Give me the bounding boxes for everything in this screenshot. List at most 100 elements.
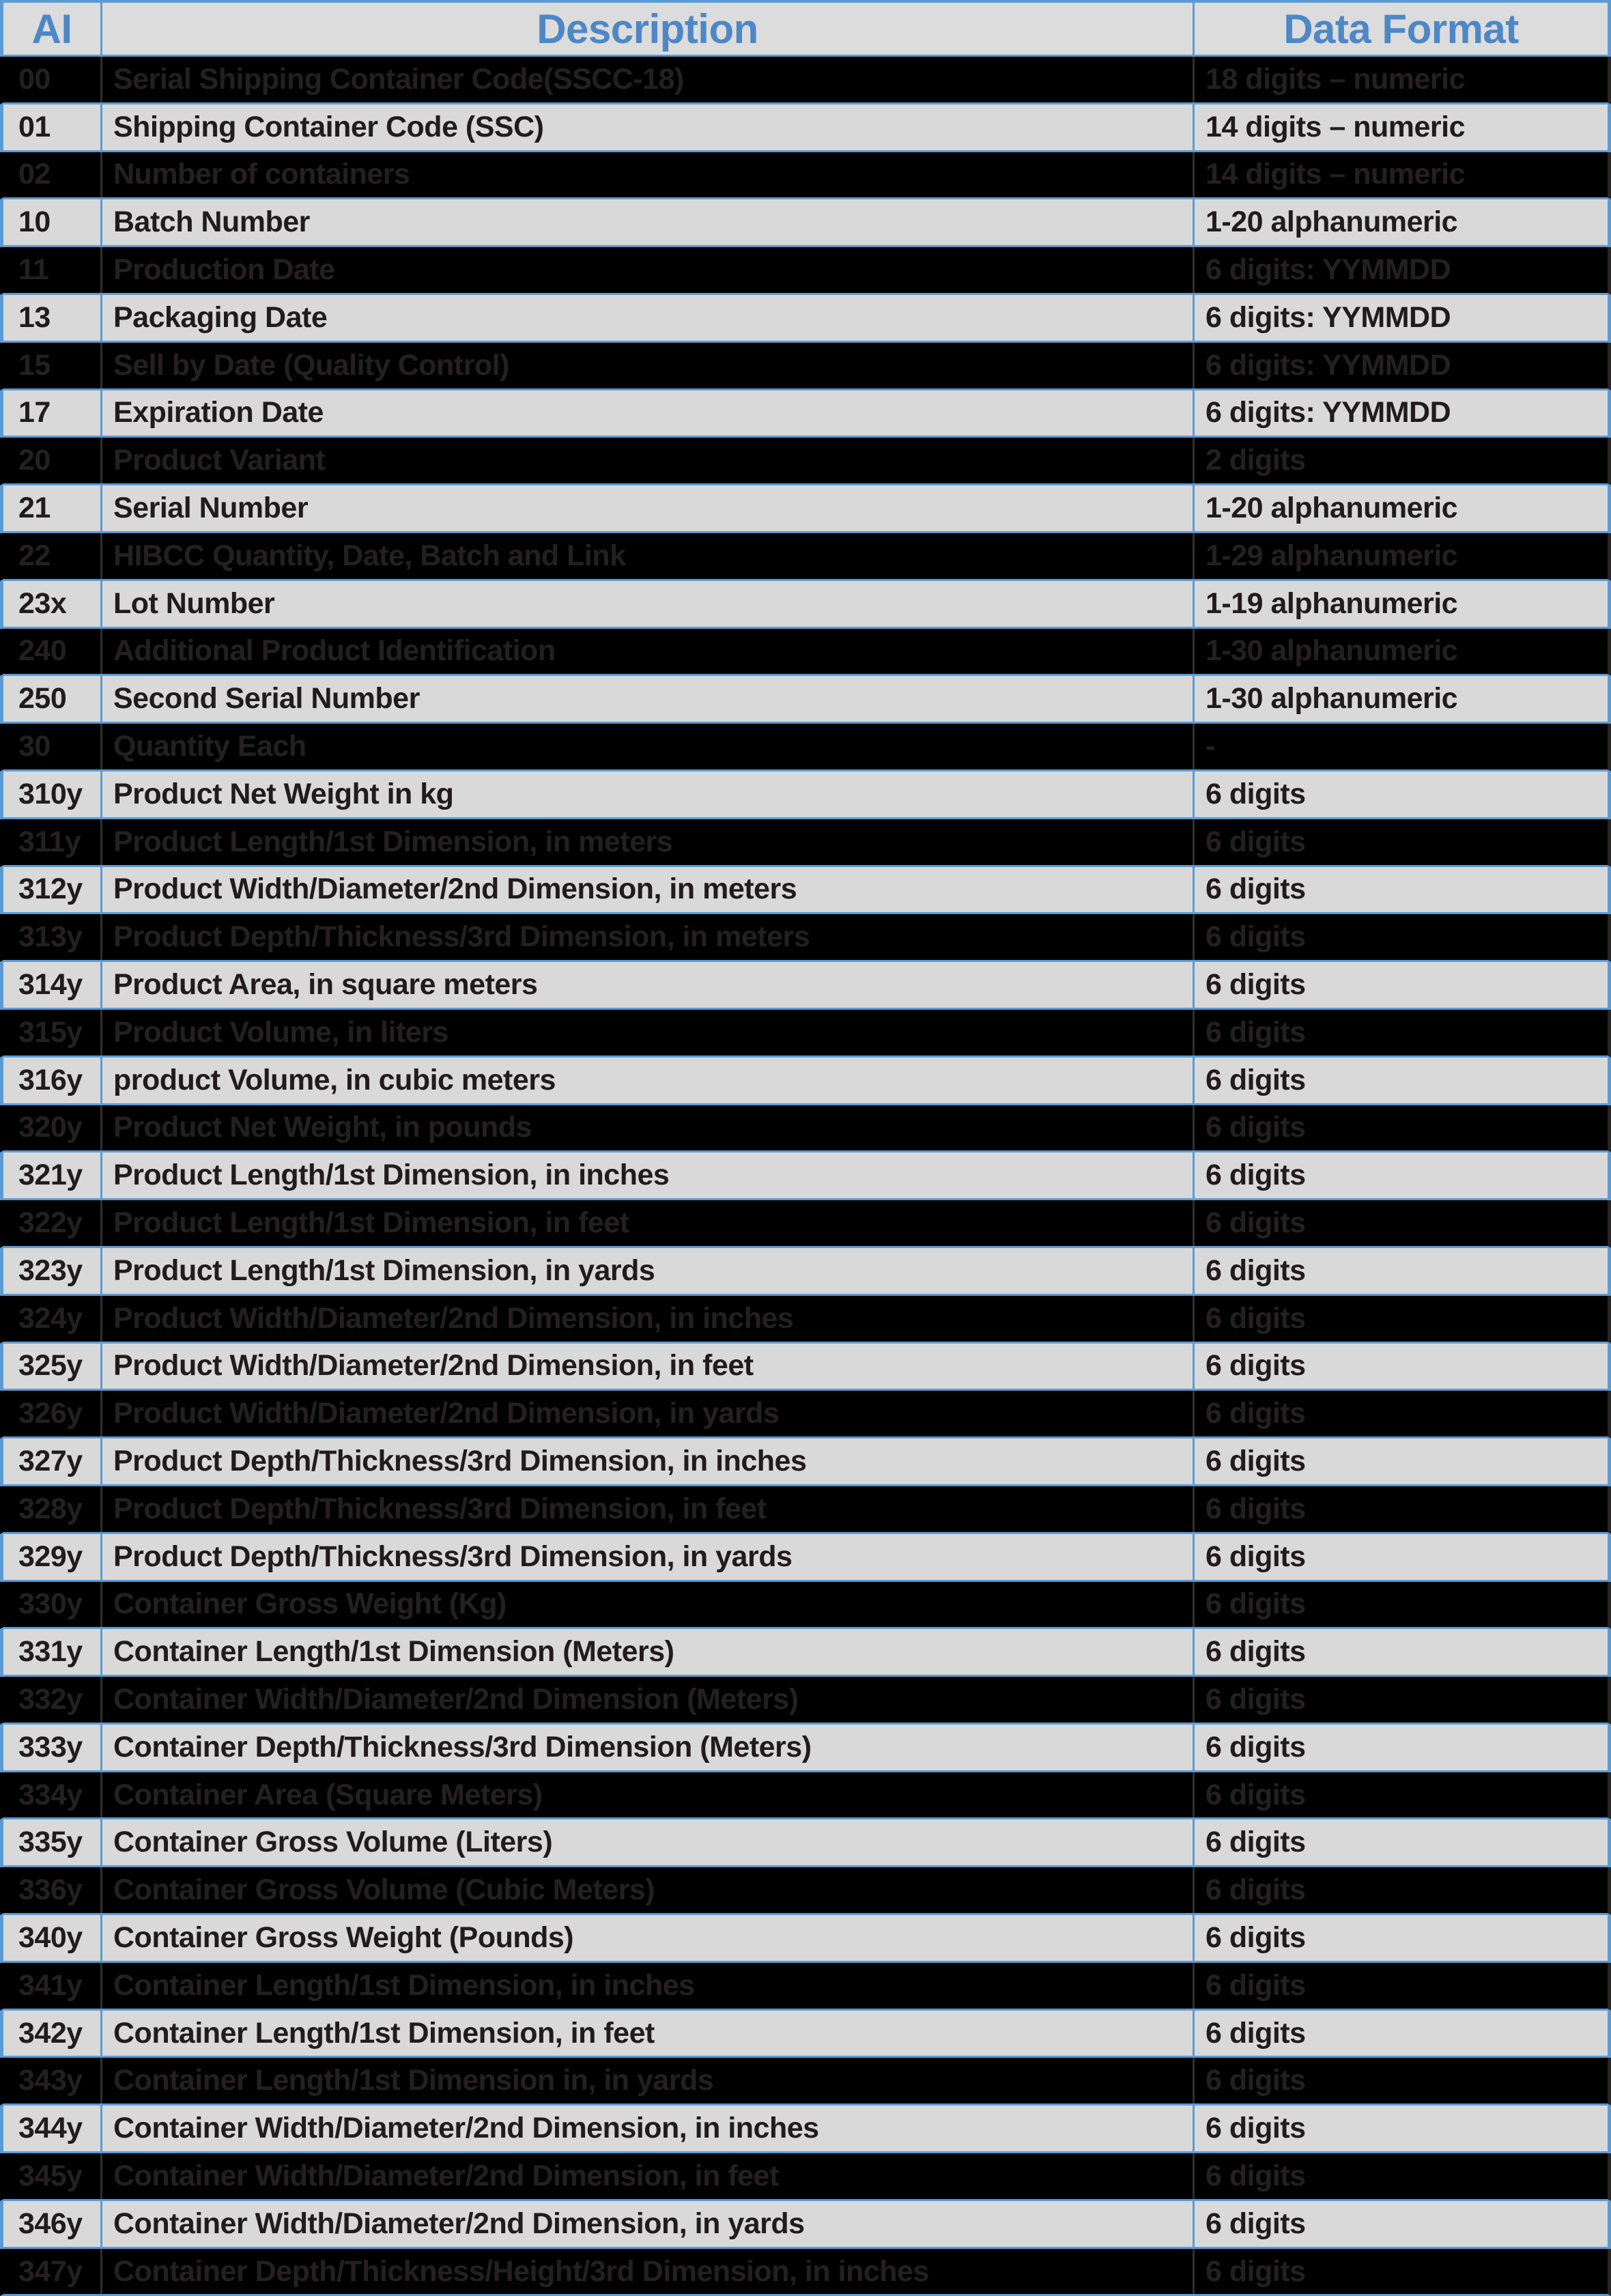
- description-cell: Container Length/1st Dimension in, in ya…: [100, 2058, 1193, 2104]
- ai-cell: 332y: [18, 1682, 83, 1716]
- format-cell: 6 digits: [1193, 1724, 1608, 1770]
- description-cell: Container Area (Square Meters): [100, 1772, 1193, 1818]
- table-row: 323y Product Length/1st Dimension, in yar…: [0, 1247, 1611, 1296]
- format-cell: 6 digits: [1193, 1533, 1608, 1580]
- ai-cell: 22: [18, 539, 51, 572]
- header-data-format-column: Data Format: [1193, 3, 1608, 55]
- format-cell: 6 digits: [1193, 1581, 1608, 1628]
- description-cell: Container Width/Diameter/2nd Dimension (…: [100, 1677, 1193, 1723]
- description-cell: Serial Number: [100, 485, 1193, 531]
- format-cell: 14 digits – numeric: [1193, 104, 1608, 150]
- format-cell: 6 digits: [1193, 1105, 1608, 1151]
- format-cell: 6 digits: [1193, 2010, 1608, 2056]
- table-row: 346y Container Width/Diameter/2nd Dimensi…: [0, 2200, 1611, 2249]
- header-description-column: Description: [100, 3, 1193, 55]
- table-row: 315y Product Volume, in liters 6 digits: [0, 1009, 1611, 1058]
- table-row: 10 Batch Number 1-20 alphanumeric: [0, 199, 1611, 248]
- format-cell: 6 digits: [1193, 1057, 1608, 1103]
- table-row: 335y Container Gross Volume (Liters) 6 dig…: [0, 1819, 1611, 1868]
- description-cell: Container Width/Diameter/2nd Dimension, …: [100, 2153, 1193, 2199]
- format-cell: 6 digits: [1193, 866, 1608, 913]
- format-cell: 6 digits: [1193, 1391, 1608, 1437]
- ai-cell: 20: [18, 444, 51, 477]
- format-cell: 6 digits: [1193, 1677, 1608, 1723]
- ai-cell: 311y: [18, 825, 81, 858]
- description-cell: Product Width/Diameter/2nd Dimension, in…: [100, 1295, 1193, 1342]
- description-cell: Product Length/1st Dimension, in meters: [100, 819, 1193, 865]
- ai-cell: 333y: [18, 1730, 83, 1763]
- format-cell: 6 digits: [1193, 2106, 1608, 2152]
- description-cell: Product Length/1st Dimension, in feet: [100, 1200, 1193, 1246]
- ai-cell: 326y: [18, 1397, 83, 1430]
- table-row: 00 Serial Shipping Container Code(SSCC-18…: [0, 57, 1611, 104]
- table-row: 343y Container Length/1st Dimension in, i…: [0, 2058, 1611, 2106]
- table-row: 340y Container Gross Weight (Pounds) 6 dig…: [0, 1915, 1611, 1963]
- table-body: 00 Serial Shipping Container Code(SSCC-18…: [0, 57, 1611, 2296]
- ai-cell: 323y: [18, 1253, 83, 1287]
- format-cell: 1-30 alphanumeric: [1193, 676, 1608, 722]
- ai-cell: 313y: [18, 920, 83, 954]
- format-cell: 6 digits: [1193, 819, 1608, 865]
- ai-cell: 30: [18, 730, 51, 763]
- header-ai-column: AI: [31, 5, 73, 52]
- description-cell: Packaging Date: [100, 294, 1193, 341]
- format-cell: 6 digits: [1193, 1486, 1608, 1532]
- description-cell: Shipping Container Code (SSC): [100, 104, 1193, 150]
- ai-cell: 315y: [18, 1015, 83, 1049]
- description-cell: Container Depth/Thickness/3rd Dimension …: [100, 1724, 1193, 1770]
- table-row: 326y Product Width/Diameter/2nd Dimension…: [0, 1391, 1611, 1439]
- table-row: 345y Container Width/Diameter/2nd Dimensi…: [0, 2153, 1611, 2201]
- description-cell: Product Width/Diameter/2nd Dimension, in…: [100, 866, 1193, 913]
- table-row: 329y Product Depth/Thickness/3rd Dimensio…: [0, 1533, 1611, 1582]
- table-row: 330y Container Gross Weight (Kg) 6 digits: [0, 1581, 1611, 1630]
- format-cell: 6 digits: [1193, 1009, 1608, 1055]
- format-cell: 1-20 alphanumeric: [1193, 485, 1608, 531]
- ai-cell: 17: [18, 396, 51, 429]
- ai-cell: 02: [18, 158, 51, 191]
- table-row: 01 Shipping Container Code (SSC) 14 digits…: [0, 104, 1611, 152]
- table-row: 332y Container Width/Diameter/2nd Dimensi…: [0, 1677, 1611, 1725]
- table-row: 17 Expiration Date 6 digits: YYMMDD: [0, 390, 1611, 438]
- description-cell: Quantity Each: [100, 724, 1193, 769]
- ai-cell: 342y: [18, 2016, 83, 2050]
- table-row: 23x Lot Number 1-19 alphanumeric: [0, 580, 1611, 629]
- ai-cell: 321y: [18, 1159, 83, 1192]
- table-row: 15 Sell by Date (Quality Control) 6 digits…: [0, 342, 1611, 391]
- description-cell: Production Date: [100, 247, 1193, 293]
- format-cell: 6 digits: [1193, 1772, 1608, 1818]
- table-row: 316y product Volume, in cubic meters 6 dig…: [0, 1057, 1611, 1105]
- description-cell: Container Gross Weight (Kg): [100, 1581, 1193, 1628]
- description-cell: Container Depth/Thickness/Height/3rd Dim…: [100, 2248, 1193, 2295]
- table-row: 11 Production Date 6 digits: YYMMDD: [0, 247, 1611, 295]
- table-row: 331y Container Length/1st Dimension (Mete…: [0, 1629, 1611, 1677]
- format-cell: 6 digits: YYMMDD: [1193, 342, 1608, 388]
- description-cell: HIBCC Quantity, Date, Batch and Link: [100, 533, 1193, 579]
- ai-cell: 316y: [18, 1063, 83, 1096]
- format-cell: 6 digits: YYMMDD: [1193, 390, 1608, 436]
- ai-cell: 310y: [18, 777, 83, 810]
- ai-cell: 347y: [18, 2254, 83, 2288]
- ai-cell: 330y: [18, 1587, 83, 1621]
- table-row: 321y Product Length/1st Dimension, in inc…: [0, 1152, 1611, 1201]
- ai-cell: 340y: [18, 1921, 83, 1954]
- table-row: 310y Product Net Weight in kg 6 digits: [0, 771, 1611, 819]
- description-cell: Product Width/Diameter/2nd Dimension, in…: [100, 1391, 1193, 1437]
- description-cell: Product Area, in square meters: [100, 962, 1193, 1008]
- description-cell: Lot Number: [100, 580, 1193, 627]
- table-row: 347y Container Depth/Thickness/Height/3rd…: [0, 2248, 1611, 2296]
- format-cell: 6 digits: [1193, 1343, 1608, 1389]
- description-cell: Batch Number: [100, 199, 1193, 246]
- description-cell: Product Net Weight, in pounds: [100, 1105, 1193, 1151]
- description-cell: Additional Product Identification: [100, 628, 1193, 675]
- table-row: 21 Serial Number 1-20 alphanumeric: [0, 485, 1611, 533]
- description-cell: Product Volume, in liters: [100, 1009, 1193, 1055]
- ai-cell: 10: [18, 205, 51, 239]
- ai-cell: 23x: [18, 586, 67, 620]
- ai-cell: 344y: [18, 2112, 83, 2145]
- table-row: 336y Container Gross Volume (Cubic Meters…: [0, 1867, 1611, 1916]
- ai-cell: 250: [18, 682, 67, 715]
- format-cell: 1-19 alphanumeric: [1193, 580, 1608, 627]
- ai-cell: 13: [18, 300, 51, 334]
- format-cell: 6 digits: [1193, 2153, 1608, 2199]
